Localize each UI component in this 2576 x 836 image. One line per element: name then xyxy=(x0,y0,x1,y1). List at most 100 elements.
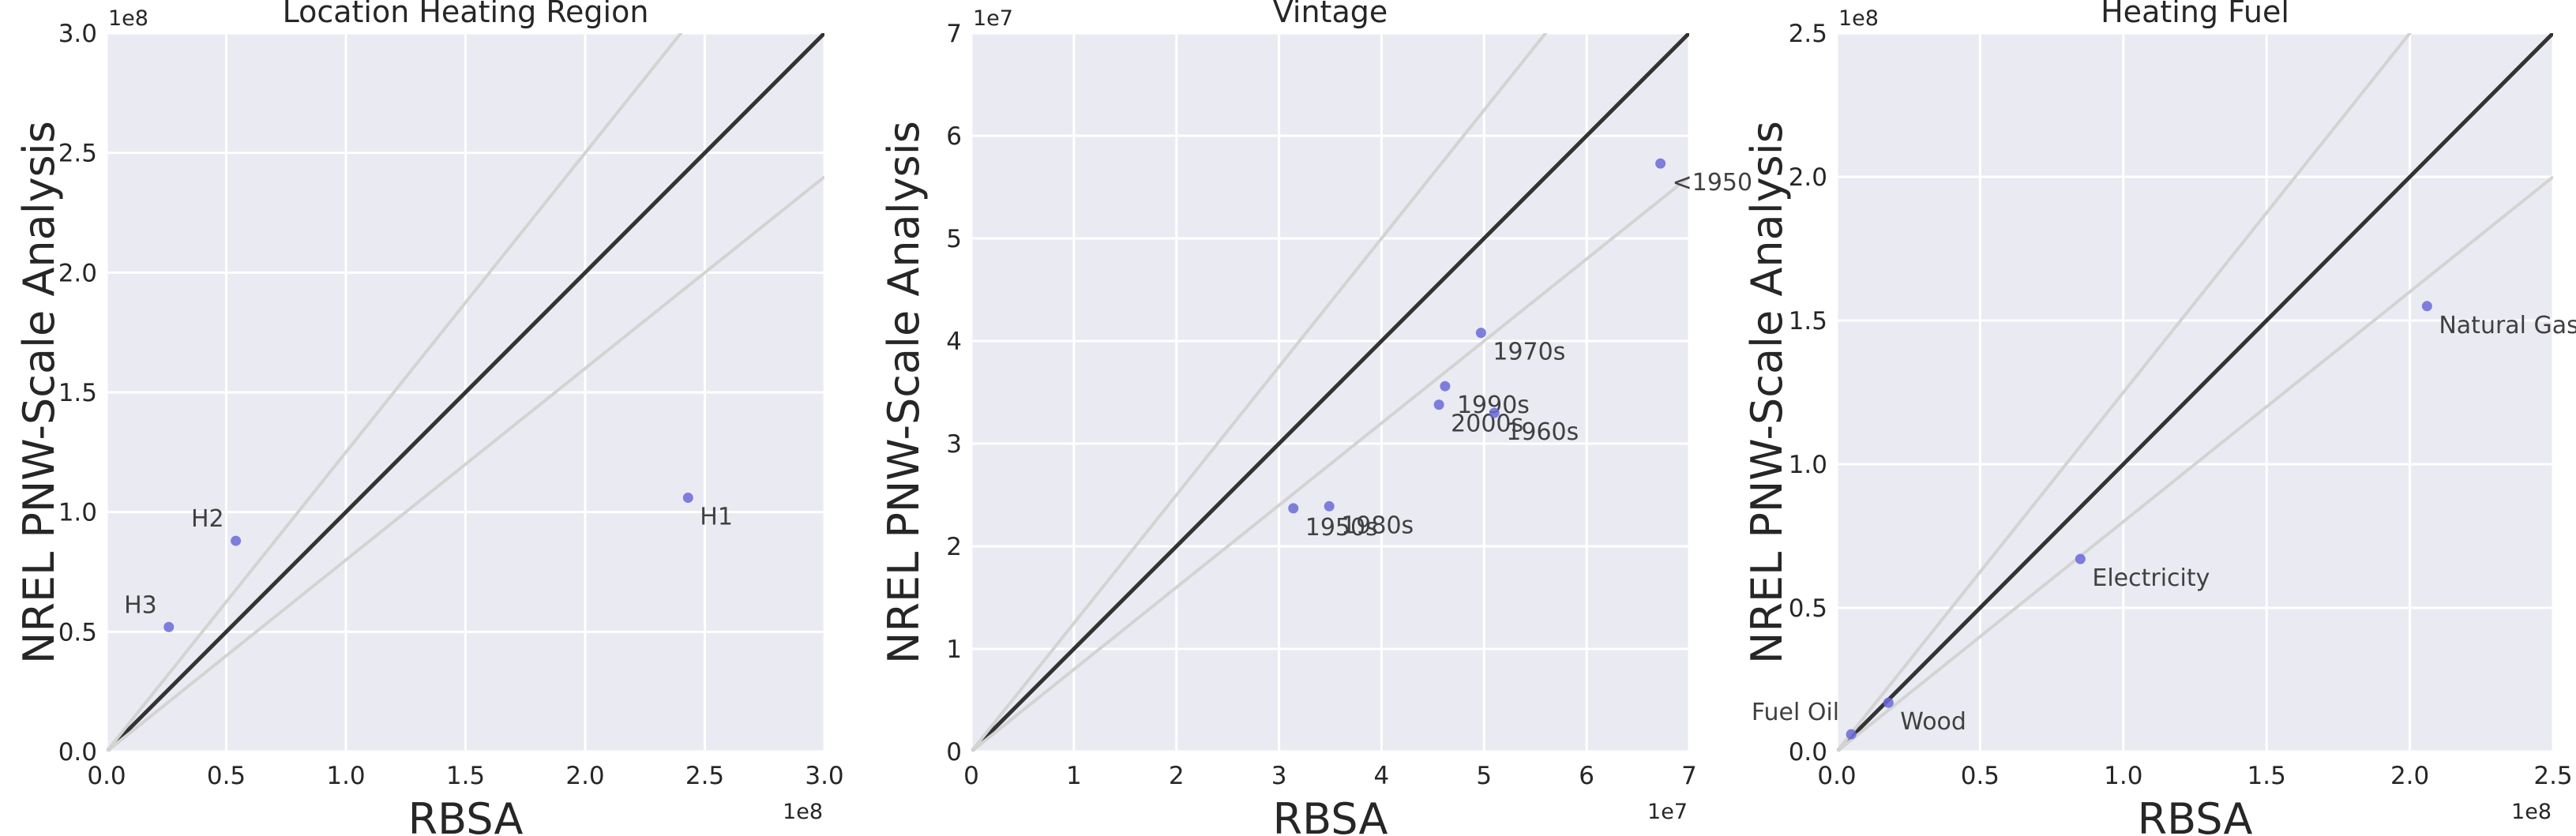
x-tick-label: 2.0 xyxy=(2390,762,2429,790)
x-tick-label: 0.0 xyxy=(87,762,126,790)
x-tick-label: 3.0 xyxy=(805,762,843,790)
y-tick-label: 2.5 xyxy=(1789,20,1827,48)
ratio-line xyxy=(971,33,1548,752)
point-label: <1950 xyxy=(1673,169,1752,197)
data-point xyxy=(1846,729,1857,740)
identity-line xyxy=(971,33,1689,752)
y-tick-label: 1.5 xyxy=(1789,307,1827,336)
reference-lines xyxy=(971,33,1689,752)
chart-title: Vintage xyxy=(1273,0,1388,29)
y-tick-label: 2 xyxy=(946,533,962,561)
data-point xyxy=(1440,381,1451,392)
y-tick-label: 0.0 xyxy=(58,738,97,767)
y-tick-label: 2.0 xyxy=(1789,163,1827,192)
x-tick-label: 4 xyxy=(1374,762,1390,790)
y-tick-label: 5 xyxy=(946,225,962,253)
reference-lines xyxy=(1837,33,2553,752)
chart-title: Location Heating Region xyxy=(283,0,649,29)
y-tick-label: 0.0 xyxy=(1789,738,1827,767)
y-scale-label: 1e7 xyxy=(973,6,1013,31)
x-tick-label: 1.0 xyxy=(326,762,365,790)
x-tick-label: 5 xyxy=(1476,762,1492,790)
y-tick-label: 0 xyxy=(946,738,962,767)
point-label: 1970s xyxy=(1493,339,1565,366)
data-point xyxy=(1324,500,1335,512)
ratio-line xyxy=(971,175,1689,752)
x-scale-label: 1e7 xyxy=(1647,800,1688,824)
data-point xyxy=(1883,697,1894,708)
data-point xyxy=(682,492,693,503)
data-point xyxy=(2075,553,2086,564)
data-point xyxy=(1433,399,1444,411)
x-tick-label: 1.5 xyxy=(2247,762,2286,790)
data-point xyxy=(1288,503,1299,514)
point-label: Natural Gas xyxy=(2439,312,2576,339)
point-label: Wood xyxy=(1900,708,1966,736)
chart-panel-3: Natural Gas Electricity Wood Fuel Oil 0.0 0.5… xyxy=(1742,0,2576,836)
data-point xyxy=(163,621,175,632)
point-label: H3 xyxy=(124,591,157,619)
y-tick-label: 1.0 xyxy=(58,499,97,527)
chart-title: Heating Fuel xyxy=(2101,0,2289,29)
ratio-line xyxy=(1837,33,2413,752)
ratio-line xyxy=(107,175,824,752)
y-tick-label: 1.5 xyxy=(58,379,97,407)
point-label: H2 xyxy=(191,505,224,533)
point-label: 1980s xyxy=(1341,512,1414,539)
identity-line xyxy=(107,33,824,752)
x-tick-label: 2 xyxy=(1169,762,1185,790)
x-axis-label: RBSA xyxy=(408,794,524,836)
x-tick-label: 0.5 xyxy=(1961,762,2000,790)
x-axis-label: RBSA xyxy=(1273,794,1388,836)
x-tick-label: 7 xyxy=(1681,762,1697,790)
point-label: 1960s xyxy=(1506,418,1579,446)
x-tick-label: 2.5 xyxy=(685,762,724,790)
point-label: Electricity xyxy=(2092,564,2210,592)
x-tick-label: 2.0 xyxy=(565,762,604,790)
point-label: 2000s xyxy=(1451,411,1523,438)
y-tick-label: 3 xyxy=(946,430,962,459)
y-tick-label: 1.0 xyxy=(1789,451,1827,479)
x-tick-label: 0 xyxy=(963,762,979,790)
x-tick-label: 1 xyxy=(1066,762,1082,790)
data-point xyxy=(2421,301,2432,312)
point-label: Fuel Oil xyxy=(1752,699,1839,726)
ratio-line xyxy=(1837,175,2553,752)
x-tick-label: 2.5 xyxy=(2533,762,2572,790)
x-scale-label: 1e8 xyxy=(783,800,823,824)
data-point xyxy=(1489,407,1500,418)
y-tick-label: 0.5 xyxy=(1789,594,1827,623)
x-axis-label: RBSA xyxy=(2138,794,2253,836)
point-label: H1 xyxy=(700,503,733,530)
y-scale-label: 1e8 xyxy=(1838,6,1879,31)
reference-lines xyxy=(107,33,824,752)
y-tick-label: 3.0 xyxy=(58,20,97,48)
point-label: 1950s xyxy=(1305,514,1378,542)
identity-line xyxy=(1837,33,2553,752)
x-tick-label: 6 xyxy=(1579,762,1594,790)
x-tick-label: 1.5 xyxy=(446,762,485,790)
x-scale-label: 1e8 xyxy=(2511,800,2552,824)
x-tick-label: 0.5 xyxy=(207,762,246,790)
data-point xyxy=(1655,158,1666,169)
x-tick-label: 0.0 xyxy=(1817,762,1856,790)
data-point xyxy=(1475,328,1486,339)
y-scale-label: 1e8 xyxy=(108,6,148,31)
y-tick-label: 4 xyxy=(946,328,962,356)
y-tick-label: 6 xyxy=(946,122,962,151)
ratio-line xyxy=(107,33,683,752)
y-tick-label: 0.5 xyxy=(58,618,97,647)
x-tick-label: 3 xyxy=(1271,762,1287,790)
chart-panel-1: H1 H2 H3 0.0 0.5 1.0 1.5 2.0 2.5 3.0 0.0 0.5 1.0 1.5 2… xyxy=(14,0,844,836)
y-axis-label: NREL PNW-Scale Analysis xyxy=(879,121,929,664)
y-axis-label: NREL PNW-Scale Analysis xyxy=(14,121,64,664)
y-tick-label: 2.5 xyxy=(58,140,97,168)
y-tick-label: 2.0 xyxy=(58,259,97,287)
y-tick-label: 7 xyxy=(946,20,962,48)
y-tick-label: 1 xyxy=(946,635,962,664)
y-axis-label: NREL PNW-Scale Analysis xyxy=(1742,121,1792,664)
x-tick-label: 1.0 xyxy=(2104,762,2142,790)
data-point xyxy=(231,535,242,546)
